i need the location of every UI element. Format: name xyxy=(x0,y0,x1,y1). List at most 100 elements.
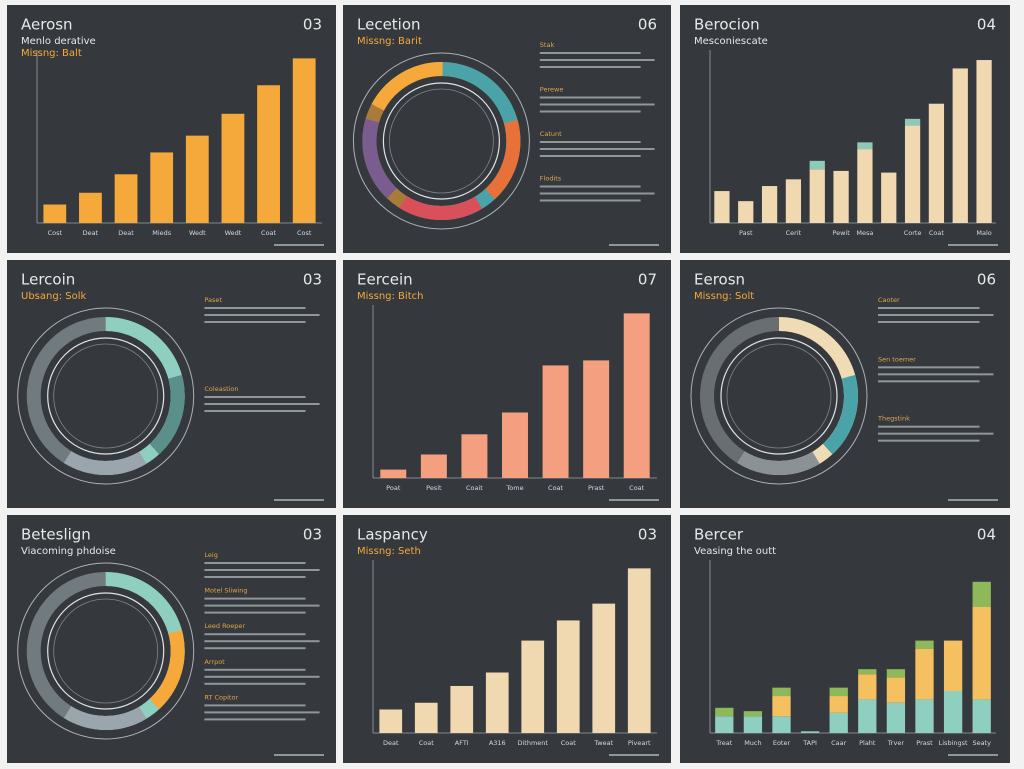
text-line xyxy=(539,148,655,150)
bar xyxy=(79,192,102,223)
bar-segment xyxy=(829,687,848,697)
text-line xyxy=(204,647,306,650)
text-line xyxy=(204,562,306,564)
bar xyxy=(420,454,447,478)
footer-text xyxy=(609,244,659,246)
panel-title: Berocion xyxy=(694,16,760,34)
bar-segment xyxy=(943,640,963,691)
panel-title: Lercoin xyxy=(21,271,75,289)
panel-title: Eercein xyxy=(357,271,413,289)
panel-title: Eerosn xyxy=(694,271,745,289)
text-line xyxy=(878,380,980,383)
panel-title: Beteslign xyxy=(21,526,91,544)
x-tick-label: Coat xyxy=(629,484,644,492)
x-tick-label: Poat xyxy=(386,484,401,492)
text-line xyxy=(204,668,306,671)
text-line xyxy=(539,199,641,202)
text-line xyxy=(539,110,641,113)
bar-segment xyxy=(886,669,906,678)
x-tick-label: Plaht xyxy=(859,739,876,747)
bar-segment xyxy=(743,711,763,717)
x-tick-label: Seaty xyxy=(972,739,991,747)
bar xyxy=(556,620,580,733)
x-tick-label: Lisbingst xyxy=(939,739,968,747)
panel: Lecetion 06 Missng: Barit Stak Perewe Catunt F… xyxy=(343,5,671,253)
text-line xyxy=(204,633,306,636)
bar-segment xyxy=(738,201,754,223)
bar-segment xyxy=(829,712,848,733)
x-tick-label: Trver xyxy=(887,739,905,747)
text-line xyxy=(204,314,320,316)
note-heading: Caoter xyxy=(878,296,900,304)
bar-segment xyxy=(809,160,825,170)
bar xyxy=(485,672,509,733)
x-tick-label: Pesit xyxy=(426,484,442,492)
bar xyxy=(627,568,651,733)
bar xyxy=(414,702,438,733)
bar xyxy=(521,640,545,733)
x-tick-label: Deat xyxy=(83,229,99,237)
note-heading: RT Copitor xyxy=(204,693,238,701)
text-line xyxy=(204,682,306,685)
ring-arc xyxy=(63,451,147,475)
x-tick-label: Malo xyxy=(976,229,991,237)
text-line xyxy=(204,396,306,398)
bar-segment xyxy=(809,169,825,223)
note-heading: Stak xyxy=(540,41,555,49)
note-heading: Sen toemer xyxy=(878,355,916,363)
bar-segment xyxy=(915,640,934,649)
text-line xyxy=(539,103,655,106)
panel-title: Laspancy xyxy=(357,526,428,544)
panel-title: Aerosn xyxy=(21,16,73,34)
x-tick-label: Deat xyxy=(383,739,399,747)
bar-segment xyxy=(800,731,820,733)
text-line xyxy=(204,704,306,707)
bar xyxy=(150,152,174,223)
bar-segment xyxy=(858,699,877,733)
x-tick-label: Tome xyxy=(505,484,523,492)
text-line xyxy=(878,439,980,442)
x-tick-label: Coat xyxy=(929,229,944,237)
bar xyxy=(292,58,316,223)
x-tick-label: Deat xyxy=(118,229,134,237)
footer-text xyxy=(948,754,998,756)
bar-segment xyxy=(904,125,921,223)
bar-segment xyxy=(881,172,897,223)
panel-title: Lecetion xyxy=(357,16,421,34)
panel-number: 06 xyxy=(977,271,996,289)
x-tick-label: Treat xyxy=(715,739,733,747)
bar-segment xyxy=(857,142,873,150)
note-heading: Perewe xyxy=(540,86,564,94)
bar-segment xyxy=(886,702,906,733)
bar xyxy=(461,434,488,478)
panel-number: 04 xyxy=(977,16,996,34)
x-tick-label: Piveart xyxy=(628,739,651,747)
x-tick-label: Caar xyxy=(831,739,847,747)
bar-segment xyxy=(715,716,734,733)
panel-number: 06 xyxy=(638,16,657,34)
bar-segment xyxy=(915,699,934,733)
footer-text xyxy=(274,244,324,246)
footer-text xyxy=(948,499,998,501)
text-line xyxy=(878,373,994,376)
x-tick-label: Wedt xyxy=(189,229,206,237)
text-line xyxy=(204,640,320,643)
panel: Berocion 04 Mesconiescate Past Cerit Pewit Mes… xyxy=(680,5,1010,253)
bar xyxy=(592,603,616,733)
text-line xyxy=(204,597,306,600)
panel: Bercer 04 Veasing the outt Treat Much Eoter TA… xyxy=(680,515,1010,763)
panel: Eerosn 06 Missng: Solt Caoter Sen toemer Theg… xyxy=(680,260,1010,508)
text-line xyxy=(204,675,320,678)
bar-segment xyxy=(976,60,992,223)
ring-arc xyxy=(63,706,147,730)
panel-title: Bercer xyxy=(694,526,744,544)
footer-text xyxy=(274,754,324,756)
x-tick-label: AFTI xyxy=(455,739,469,747)
text-line xyxy=(539,192,655,195)
text-line xyxy=(204,403,320,405)
text-line xyxy=(204,321,306,323)
note-heading: Catunt xyxy=(540,130,562,138)
ring-inner xyxy=(47,337,165,455)
